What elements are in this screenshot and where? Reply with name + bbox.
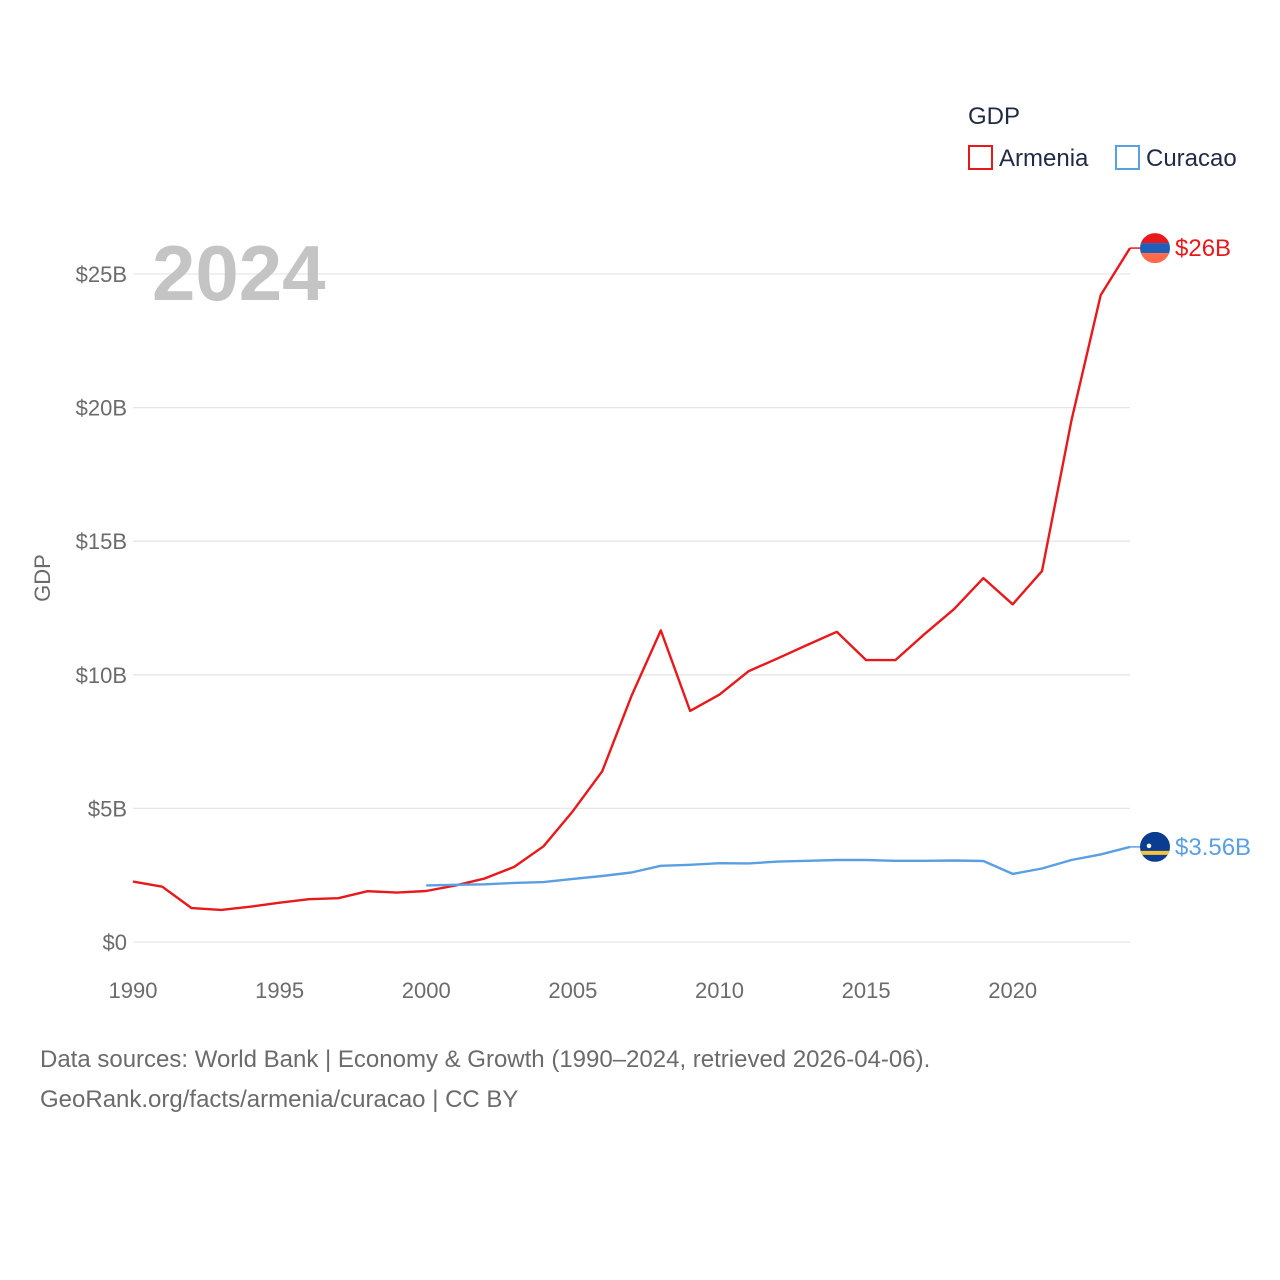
y-tick-label: $5B bbox=[88, 796, 127, 821]
legend-title: GDP bbox=[968, 103, 1020, 130]
x-tick-label: 2000 bbox=[402, 978, 451, 1003]
gdp-line-chart: $0 $5B $10B $15B $20B $25B 1990 1995 2000 2005 20… bbox=[30, 103, 1251, 1003]
y-axis-label: GDP bbox=[30, 554, 55, 602]
footer: Data sources: World Bank | Economy & Gro… bbox=[40, 1040, 930, 1120]
y-axis-ticks: $0 $5B $10B $15B $20B $25B bbox=[76, 262, 127, 955]
x-tick-label: 1990 bbox=[109, 978, 158, 1003]
legend-swatch bbox=[968, 145, 993, 170]
year-label: 2024 bbox=[152, 229, 326, 317]
y-tick-label: $15B bbox=[76, 529, 127, 554]
x-tick-label: 2015 bbox=[842, 978, 891, 1003]
series-lines bbox=[132, 247, 1132, 912]
series-line-armenia bbox=[132, 247, 1132, 912]
end-value-label-armenia: $26B bbox=[1175, 235, 1231, 262]
end-markers: $26B $3.56B bbox=[1130, 233, 1251, 862]
y-tick-label: $10B bbox=[76, 663, 127, 688]
grid-lines bbox=[133, 273, 1130, 943]
end-value-label-curacao: $3.56B bbox=[1175, 834, 1251, 861]
source-link[interactable]: GeoRank.org/facts/armenia/curacao | CC B… bbox=[40, 1086, 519, 1113]
legend-label: Armenia bbox=[999, 145, 1089, 172]
x-tick-label: 2005 bbox=[548, 978, 597, 1003]
x-tick-label: 2010 bbox=[695, 978, 744, 1003]
legend-swatch bbox=[1115, 145, 1140, 170]
legend[interactable]: GDP Armenia Curacao bbox=[968, 103, 1237, 172]
x-tick-label: 1995 bbox=[255, 978, 304, 1003]
legend-item-armenia[interactable]: Armenia bbox=[968, 145, 1089, 172]
y-tick-label: $0 bbox=[103, 930, 127, 955]
legend-item-curacao[interactable]: Curacao bbox=[1115, 145, 1237, 172]
armenia-flag-icon bbox=[1140, 233, 1170, 264]
x-tick-label: 2020 bbox=[988, 978, 1037, 1003]
x-axis-ticks: 1990 1995 2000 2005 2010 2015 2020 bbox=[109, 978, 1038, 1003]
curacao-flag-icon bbox=[1140, 831, 1170, 862]
data-sources: Data sources: World Bank | Economy & Gro… bbox=[40, 1046, 931, 1073]
y-tick-label: $25B bbox=[76, 262, 127, 287]
series-line-curacao bbox=[426, 845, 1131, 887]
y-tick-label: $20B bbox=[76, 396, 127, 421]
legend-label: Curacao bbox=[1146, 145, 1237, 172]
